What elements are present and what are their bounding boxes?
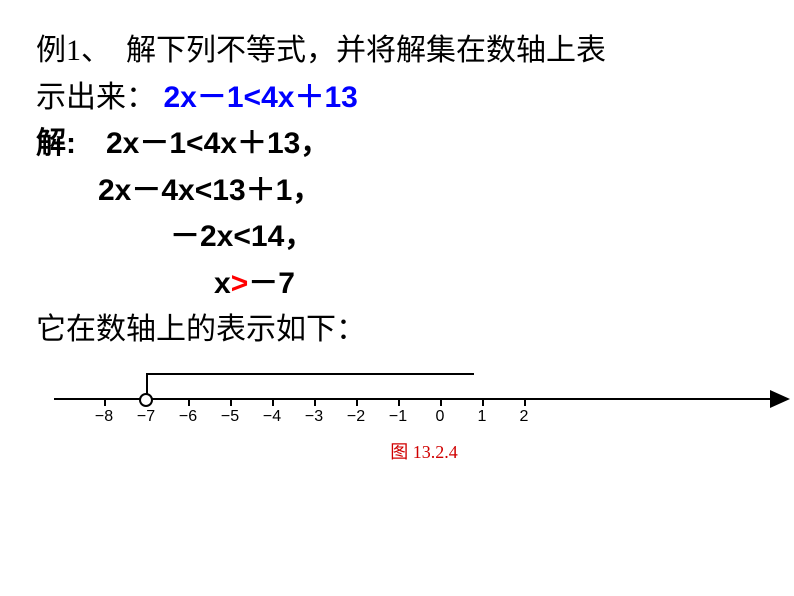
step-4-prefix: x bbox=[214, 267, 231, 300]
tick bbox=[356, 398, 358, 406]
step-2: 2x－4x<13＋1， bbox=[98, 174, 322, 207]
tick bbox=[482, 398, 484, 406]
open-circle-icon bbox=[139, 393, 153, 407]
tick-label: −3 bbox=[305, 408, 323, 426]
number-line-axis bbox=[54, 398, 774, 400]
tick bbox=[398, 398, 400, 406]
tick-label: −7 bbox=[137, 408, 155, 426]
tick bbox=[188, 398, 190, 406]
solution-line-2: 2x－4x<13＋1， bbox=[36, 168, 774, 215]
problem-line-1: 例1、 解下列不等式，并将解集在数轴上表 bbox=[36, 28, 774, 75]
problem-text-1: 解下列不等式，并将解集在数轴上表 bbox=[126, 34, 606, 67]
conclusion-line: 它在数轴上的表示如下： bbox=[36, 307, 774, 354]
figure-caption: 图 13.2.4 bbox=[54, 438, 794, 464]
problem-inequality: 2x－1<4x＋13 bbox=[164, 81, 358, 114]
solution-label: 解: bbox=[36, 127, 76, 160]
tick-label: −6 bbox=[179, 408, 197, 426]
step-3: －2x<14， bbox=[170, 220, 314, 253]
number-line-figure: −8 −7 −6 −5 −4 −3 −2 −1 0 1 2 bbox=[54, 358, 794, 438]
tick-label: −5 bbox=[221, 408, 239, 426]
tick-label: −4 bbox=[263, 408, 281, 426]
solution-line-3: －2x<14， bbox=[36, 214, 774, 261]
tick bbox=[440, 398, 442, 406]
slide-page: 例1、 解下列不等式，并将解集在数轴上表 示出来： 2x－1<4x＋13 解: … bbox=[0, 0, 794, 596]
problem-line-2: 示出来： 2x－1<4x＋13 bbox=[36, 75, 774, 122]
tick-label: −8 bbox=[95, 408, 113, 426]
tick bbox=[272, 398, 274, 406]
tick-label: −2 bbox=[347, 408, 365, 426]
tick bbox=[230, 398, 232, 406]
problem-text-2: 示出来： bbox=[36, 81, 156, 114]
tick-label: 0 bbox=[436, 408, 445, 426]
tick-label: 1 bbox=[478, 408, 487, 426]
tick-label: 2 bbox=[520, 408, 529, 426]
solution-line-1: 解: 2x－1<4x＋13， bbox=[36, 121, 774, 168]
example-label: 例1、 bbox=[36, 34, 111, 67]
tick-label: −1 bbox=[389, 408, 407, 426]
tick bbox=[314, 398, 316, 406]
axis-arrow-icon bbox=[770, 390, 790, 408]
step-4-op: > bbox=[231, 267, 249, 300]
tick bbox=[524, 398, 526, 406]
step-4-suffix: －7 bbox=[248, 267, 295, 300]
solution-ray bbox=[146, 373, 474, 375]
tick bbox=[104, 398, 106, 406]
step-1: 2x－1<4x＋13， bbox=[106, 127, 330, 160]
solution-line-4: x>－7 bbox=[36, 261, 774, 308]
solution-ray-vertical bbox=[146, 373, 148, 395]
